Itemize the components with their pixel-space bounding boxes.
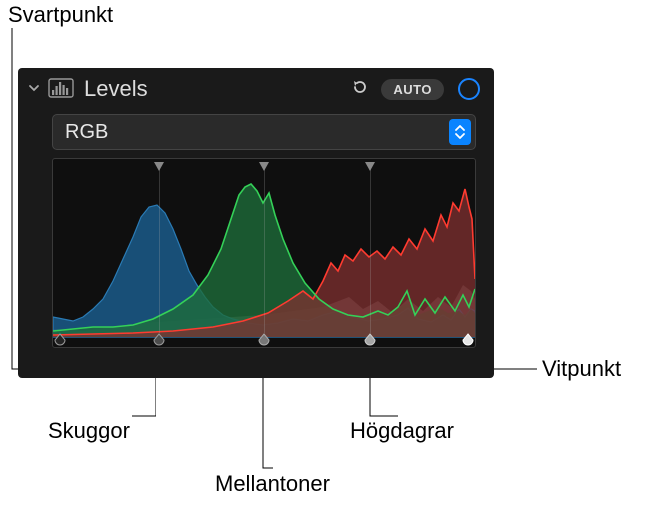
callout-vitpunkt: Vitpunkt bbox=[542, 356, 621, 382]
callout-line-skuggor bbox=[132, 372, 156, 418]
channel-stepper-icon[interactable] bbox=[449, 119, 471, 145]
callout-svartpunkt: Svartpunkt bbox=[8, 2, 113, 28]
panel-header: Levels AUTO bbox=[18, 68, 494, 108]
reset-icon[interactable] bbox=[347, 78, 373, 101]
disclosure-chevron-icon[interactable] bbox=[28, 81, 40, 97]
levels-icon bbox=[48, 78, 74, 100]
panel-title: Levels bbox=[84, 76, 339, 102]
levels-panel: Levels AUTO RGB bbox=[18, 68, 494, 378]
histogram bbox=[52, 158, 476, 348]
callout-line-mellantoner bbox=[261, 372, 273, 470]
callout-line-hogdagrar bbox=[368, 372, 398, 418]
callout-mellantoner: Mellantoner bbox=[215, 471, 330, 497]
auto-button[interactable]: AUTO bbox=[381, 79, 444, 100]
enable-toggle-ring[interactable] bbox=[458, 78, 480, 100]
callout-hogdagrar: Högdagrar bbox=[350, 418, 454, 444]
channel-select[interactable]: RGB bbox=[52, 114, 476, 150]
channel-label: RGB bbox=[65, 121, 108, 144]
callout-skuggor: Skuggor bbox=[48, 418, 130, 444]
